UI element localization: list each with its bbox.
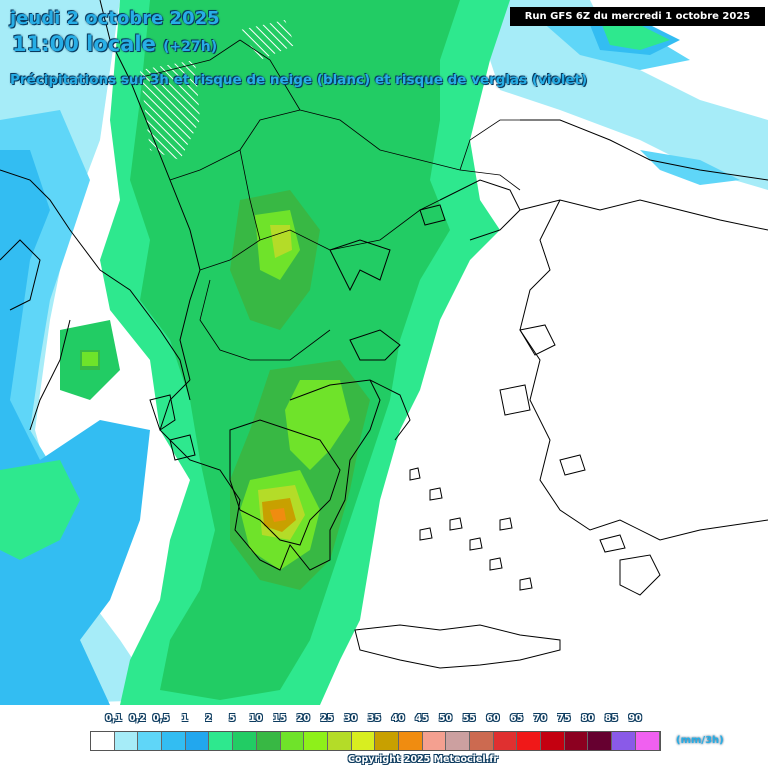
legend-label: 0,5	[152, 713, 170, 724]
legend-label: 5	[228, 713, 236, 724]
legend-label: 75	[557, 713, 571, 724]
legend-swatch	[422, 732, 447, 750]
legend-label: 65	[509, 713, 524, 724]
forecast-date: jeudi 2 octobre 2025	[10, 8, 220, 29]
snow-risk-hatching	[140, 20, 295, 160]
legend-label: 15	[272, 713, 287, 724]
legend-swatch	[327, 732, 352, 750]
legend-label: 1	[181, 713, 189, 724]
legend-swatch	[138, 732, 163, 750]
legend-swatch	[493, 732, 518, 750]
copyright: Copyright 2025 Meteociel.fr	[348, 754, 499, 765]
legend-swatch	[209, 732, 234, 750]
legend-swatch	[612, 732, 636, 750]
legend-unit: (mm/3h)	[676, 735, 724, 746]
legend-label: 10	[249, 713, 263, 724]
forecast-time: 11:00 locale (+27h)	[12, 32, 217, 56]
legend-label: 0,2	[128, 713, 146, 724]
legend-swatch	[162, 732, 186, 750]
forecast-time-offset: (+27h)	[163, 39, 218, 55]
legend-label: 45	[415, 713, 429, 724]
legend-swatch	[564, 732, 589, 750]
legend-label: 55	[462, 713, 476, 724]
legend-swatch	[446, 732, 470, 750]
legend-swatch	[588, 732, 613, 750]
legend-label: 2	[205, 713, 212, 724]
coastlines	[0, 0, 768, 669]
legend-swatch	[375, 732, 399, 750]
legend-swatch	[304, 732, 328, 750]
run-info: Run GFS 6Z du mercredi 1 octobre 2025	[510, 7, 765, 26]
legend-label: 0,1	[105, 713, 123, 724]
legend-label: 85	[604, 713, 619, 724]
legend-label: 40	[391, 713, 405, 724]
legend-label: 30	[344, 713, 358, 724]
legend-swatch	[517, 732, 542, 750]
legend-swatches	[90, 731, 661, 751]
legend-swatch	[470, 732, 494, 750]
legend-label: 50	[438, 713, 453, 724]
legend-label: 90	[628, 713, 642, 724]
legend-label: 35	[367, 713, 382, 724]
legend-swatch	[114, 732, 139, 750]
legend-swatch	[185, 732, 210, 750]
legend-swatch	[233, 732, 257, 750]
legend-label: 80	[581, 713, 595, 724]
legend-label: 20	[296, 713, 310, 724]
legend-swatch	[256, 732, 281, 750]
legend-swatch	[541, 732, 565, 750]
legend-swatch	[398, 732, 423, 750]
legend-swatch	[280, 732, 305, 750]
precip-field-orange	[270, 508, 286, 522]
legend-label: 60	[486, 713, 500, 724]
borders	[129, 39, 521, 361]
forecast-time-value: 11:00 locale	[12, 32, 156, 56]
legend-swatch	[91, 732, 115, 750]
legend-swatch	[635, 732, 660, 750]
map-subtitle: Précipitations sur 3h et risque de neige…	[10, 72, 588, 88]
legend-label: 70	[533, 713, 547, 724]
legend-label: 25	[320, 713, 334, 724]
legend-swatch	[351, 732, 376, 750]
